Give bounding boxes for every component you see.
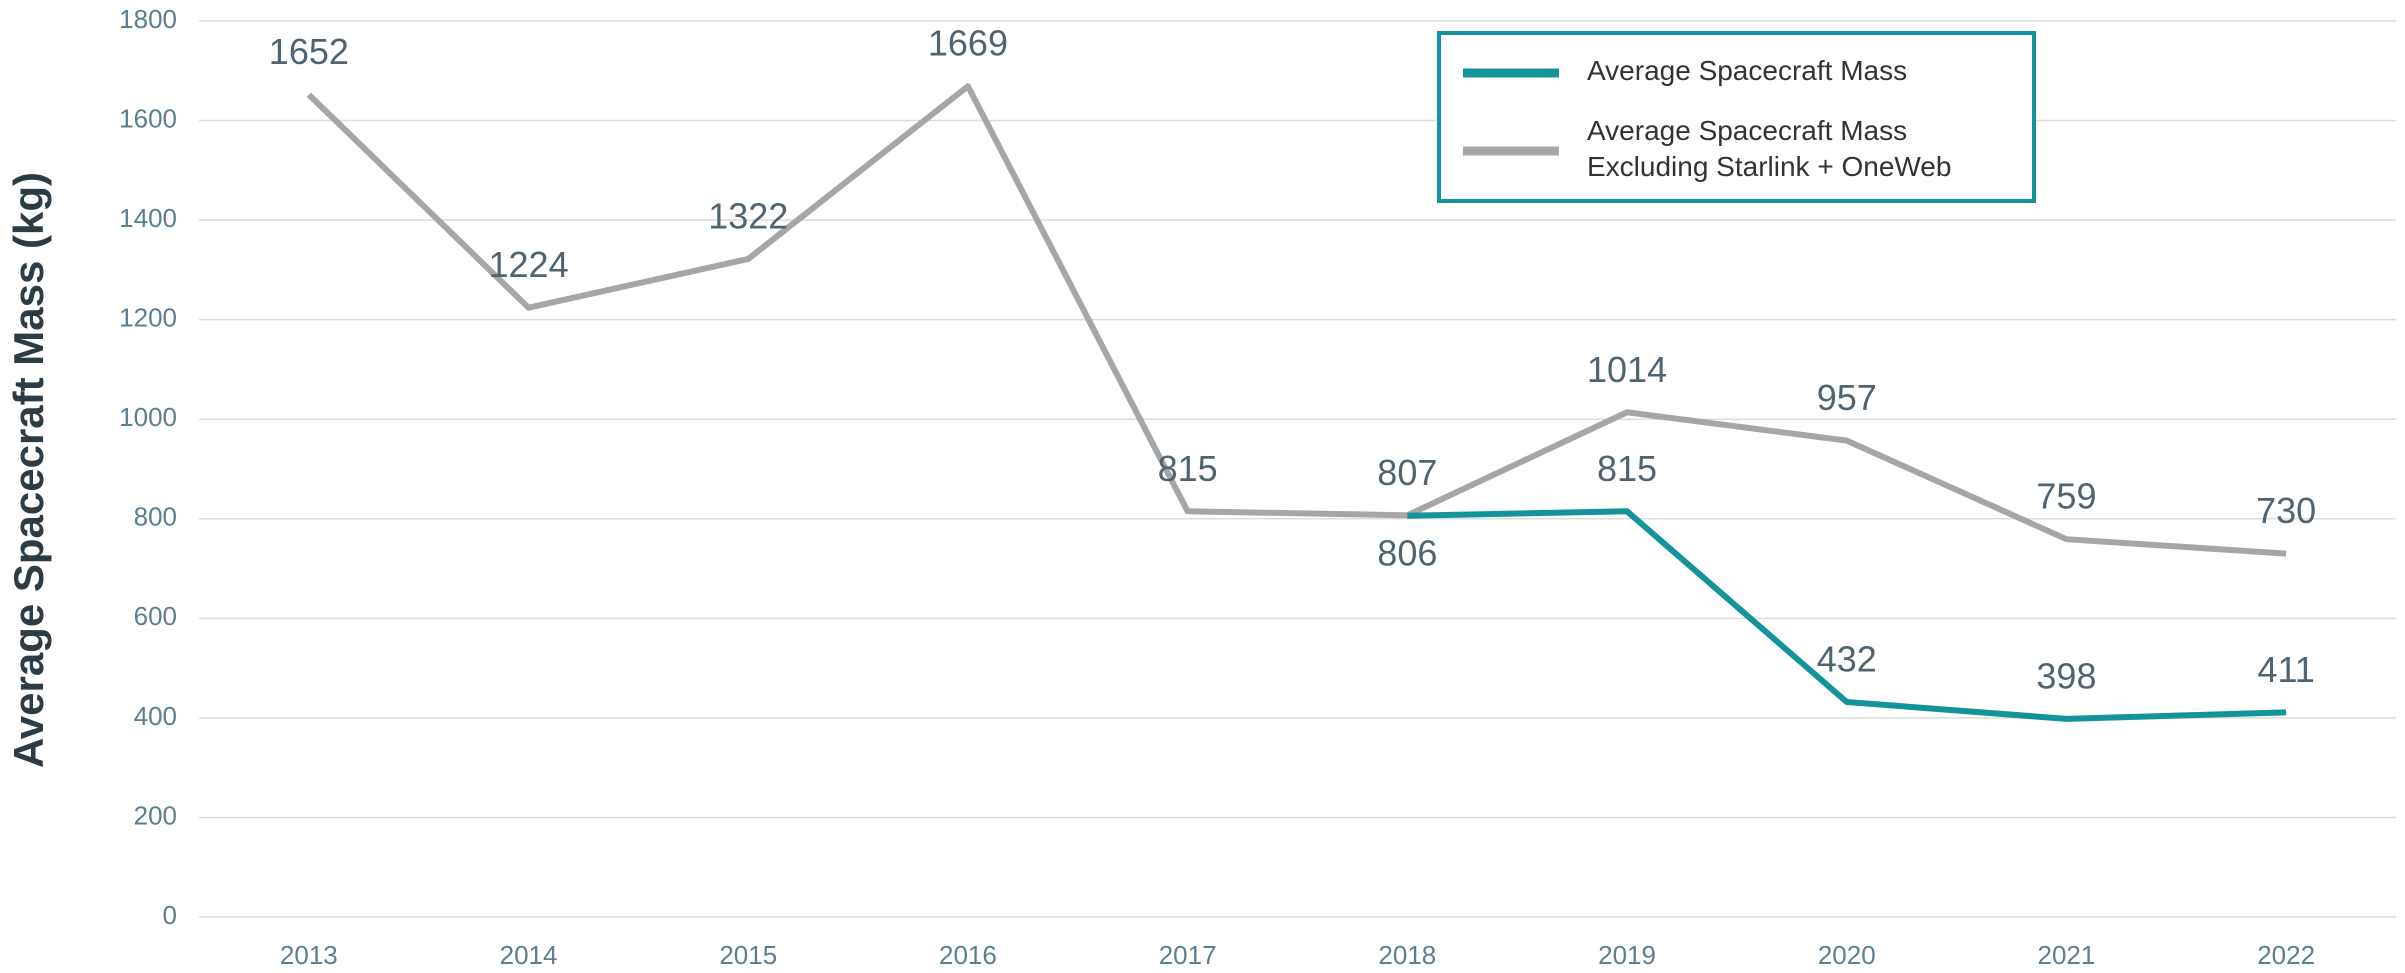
data-label: 1224 <box>489 244 569 285</box>
y-tick-label: 1200 <box>119 303 177 333</box>
x-tick-label: 2015 <box>719 940 777 970</box>
x-tick-label: 2018 <box>1378 940 1436 970</box>
data-label: 806 <box>1377 532 1437 573</box>
x-tick-label: 2013 <box>280 940 338 970</box>
x-tick-label: 2017 <box>1159 940 1217 970</box>
data-label: 957 <box>1817 377 1877 418</box>
data-label: 730 <box>2256 490 2316 531</box>
y-tick-label: 1400 <box>119 203 177 233</box>
y-tick-label: 800 <box>134 502 177 532</box>
y-tick-label: 600 <box>134 601 177 631</box>
x-tick-label: 2016 <box>939 940 997 970</box>
series-line <box>1407 508 2287 722</box>
x-tick-label: 2014 <box>500 940 558 970</box>
y-tick-label: 1800 <box>119 4 177 34</box>
data-label: 1322 <box>708 195 788 236</box>
legend-box <box>1437 31 2036 203</box>
data-label: 759 <box>2036 476 2096 517</box>
legend-label: Average Spacecraft Mass Excluding Starlin… <box>1587 115 1951 182</box>
y-tick-label: 1000 <box>119 402 177 432</box>
y-tick-label: 1600 <box>119 103 177 133</box>
y-tick-label: 0 <box>163 900 177 930</box>
y-tick-label: 400 <box>134 701 177 731</box>
data-label: 1652 <box>269 31 349 72</box>
y-tick-label: 200 <box>134 800 177 830</box>
data-label: 1014 <box>1587 349 1667 390</box>
legend-label: Average Spacecraft Mass <box>1587 55 1907 86</box>
x-tick-label: 2020 <box>1818 940 1876 970</box>
series-line <box>306 83 2287 557</box>
x-tick-label: 2019 <box>1598 940 1656 970</box>
data-label: 1669 <box>928 23 1008 64</box>
data-label: 807 <box>1377 452 1437 493</box>
data-label: 432 <box>1817 638 1877 679</box>
data-label: 815 <box>1597 448 1657 489</box>
data-label: 411 <box>2257 649 2314 690</box>
y-axis-title: Average Spacecraft Mass (kg) <box>5 172 52 768</box>
data-label: 398 <box>2036 655 2096 696</box>
data-label: 815 <box>1158 448 1218 489</box>
x-tick-label: 2022 <box>2257 940 2315 970</box>
x-tick-label: 2021 <box>2038 940 2096 970</box>
